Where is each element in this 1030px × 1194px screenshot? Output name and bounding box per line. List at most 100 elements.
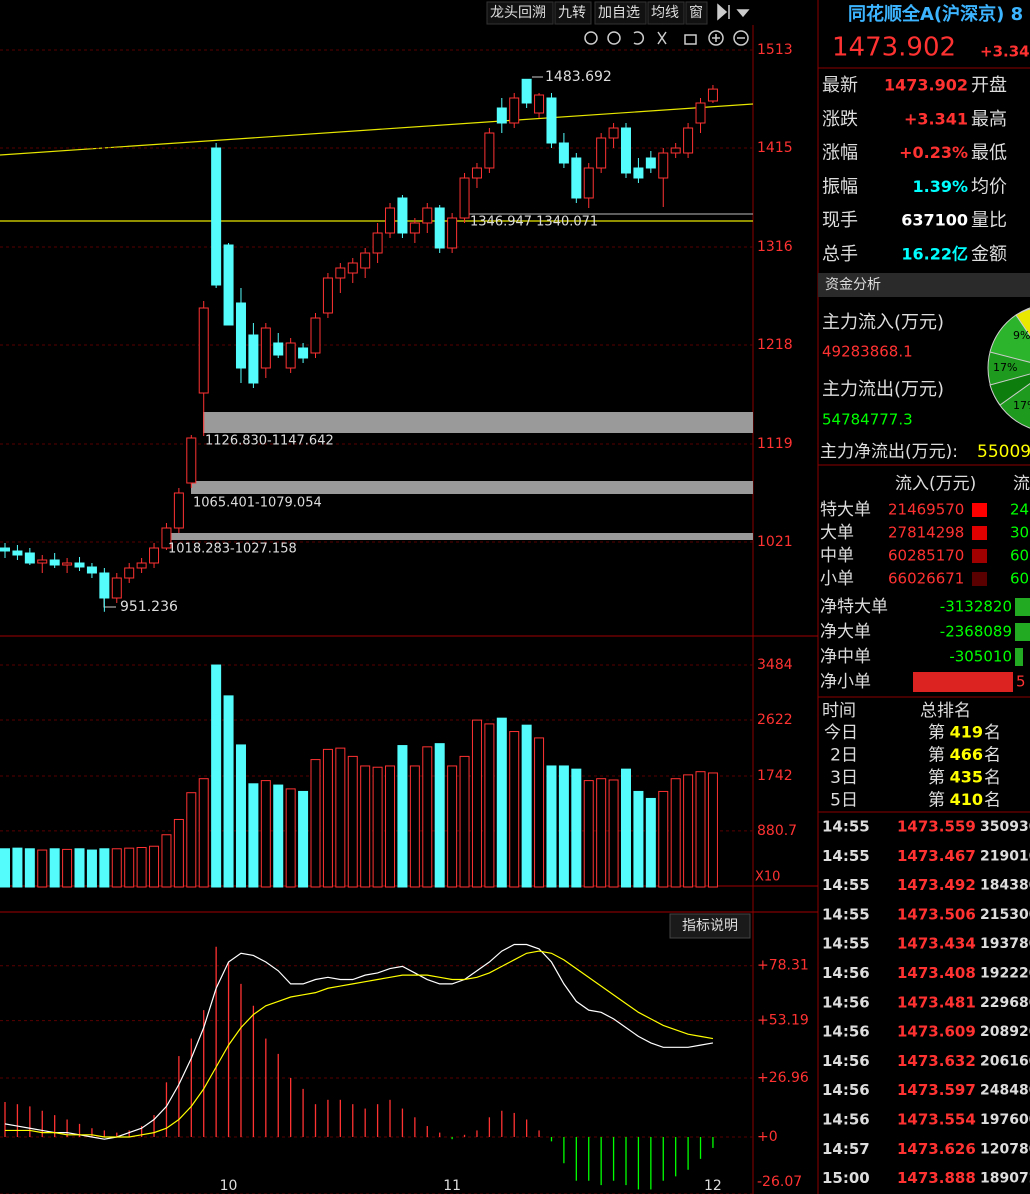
- indicator-button-label[interactable]: 指标说明: [682, 918, 738, 934]
- candle-body: [322, 277, 333, 314]
- rank-suffix: 名: [984, 746, 1001, 766]
- quote-label: 最低: [971, 143, 1007, 164]
- rank-period: 5日: [830, 791, 858, 811]
- flow-label: 主力流出(万元): [822, 379, 944, 400]
- volume-bar: [484, 723, 495, 888]
- rank-prefix: 第: [928, 768, 945, 788]
- tick-volume: 189072: [980, 1171, 1030, 1187]
- tick-price: 1473.632: [897, 1052, 976, 1070]
- toolbar-button[interactable]: [554, 1, 592, 25]
- quote-value: 16.22亿: [901, 245, 968, 264]
- candle-body: [248, 334, 259, 384]
- net-bar: [1015, 648, 1023, 666]
- pie-label: 17%: [1013, 399, 1030, 412]
- toolbar-button[interactable]: [486, 1, 554, 25]
- pie-label: 9%: [1013, 329, 1030, 342]
- candle-body: [509, 97, 520, 124]
- order-swatch: [972, 572, 987, 586]
- toolbar-label[interactable]: 九转: [558, 5, 586, 21]
- volume-bar: [285, 788, 296, 888]
- tick-time: 14:56: [822, 1111, 870, 1129]
- candle-body: [49, 559, 60, 566]
- tick-time: 14:57: [822, 1140, 870, 1158]
- candle-body: [347, 262, 358, 274]
- toolbar-button[interactable]: [594, 1, 647, 25]
- volume-bar: [372, 766, 383, 888]
- volume-bar: [397, 745, 408, 888]
- tool-icons[interactable]: [584, 3, 750, 46]
- order-type: 大单: [820, 523, 854, 543]
- candle-body: [86, 566, 97, 574]
- quote-panel: 同花顺全A(沪深京) 81473.902+3.341最新1473.902开盘涨跌…: [818, 3, 1030, 1187]
- candle-body: [633, 167, 644, 179]
- quote-label: 涨幅: [822, 143, 858, 164]
- candle-body: [670, 147, 681, 154]
- candle-body: [74, 562, 85, 568]
- volume-bar: [521, 724, 532, 888]
- quote-label: 总手: [822, 244, 858, 265]
- quote-label: 现手: [822, 210, 858, 231]
- volume-bar: [0, 848, 10, 888]
- volume-bar: [633, 790, 644, 888]
- toolbar-label[interactable]: 加自选: [598, 5, 640, 21]
- volume-bar: [186, 792, 197, 888]
- quote-value: 1473.902: [884, 76, 968, 95]
- dea-line: [5, 950, 714, 1138]
- quote-label: 均价: [971, 176, 1007, 197]
- toolbar-label[interactable]: 龙头回溯: [490, 5, 546, 21]
- y-tick-label: 3484: [757, 657, 793, 673]
- y-tick-label: 1218: [757, 337, 793, 353]
- order-outflow: 30: [1010, 524, 1029, 542]
- candle-body: [372, 232, 383, 254]
- price-change: +3.341: [980, 43, 1030, 61]
- volume-bar: [161, 834, 172, 888]
- quote-value: +0.23%: [899, 143, 968, 162]
- volume-bar: [99, 848, 110, 888]
- rank-period: 2日: [830, 746, 858, 766]
- last-price: 1473.902: [832, 33, 956, 63]
- tick-volume: 193780: [980, 936, 1030, 952]
- candle-body: [422, 207, 433, 224]
- gap-band: [191, 481, 753, 494]
- net-amount: -2368089: [940, 623, 1012, 641]
- candle-body: [360, 252, 371, 269]
- order-outflow: 24: [1010, 501, 1029, 519]
- quote-value: 1.39%: [912, 177, 968, 196]
- volume-bar: [310, 759, 321, 888]
- toolbar-button[interactable]: [685, 1, 708, 25]
- tick-time: 14:55: [822, 847, 870, 865]
- candle-body: [161, 527, 172, 549]
- tick-price: 1473.481: [897, 993, 976, 1011]
- y-tick-label: +78.31: [757, 958, 809, 974]
- order-outflow: 60: [1010, 547, 1029, 565]
- tick-price: 1473.554: [897, 1111, 976, 1129]
- candle-body: [608, 127, 619, 139]
- volume-bar: [37, 849, 48, 888]
- rank-suffix: 名: [984, 723, 1001, 743]
- quote-value: 637100: [901, 211, 968, 230]
- tick-volume: 184380: [980, 878, 1030, 894]
- net-amount: -3132820: [940, 598, 1012, 616]
- net-amount: 5: [1016, 673, 1026, 691]
- y-tick-label: +26.96: [757, 1070, 809, 1086]
- toolbar-button[interactable]: [647, 1, 685, 25]
- flow-label: 主力流入(万元): [822, 312, 944, 333]
- volume-bar: [335, 747, 346, 888]
- volume-bar: [471, 719, 482, 888]
- volume-bar: [149, 845, 160, 888]
- indicator-button[interactable]: [669, 913, 751, 939]
- order-type: 小单: [820, 569, 854, 589]
- candle-body: [546, 97, 557, 144]
- tick-price: 1473.506: [897, 905, 976, 923]
- volume-bar: [223, 695, 234, 888]
- toolbar-label[interactable]: 均线: [651, 5, 679, 21]
- candle-body: [235, 302, 246, 369]
- candle-body: [621, 127, 631, 174]
- toolbar-label[interactable]: 窗: [689, 4, 703, 21]
- drawn-lines: [0, 76, 753, 608]
- tick-price: 1473.434: [897, 935, 976, 953]
- rank-number: 466: [950, 745, 983, 764]
